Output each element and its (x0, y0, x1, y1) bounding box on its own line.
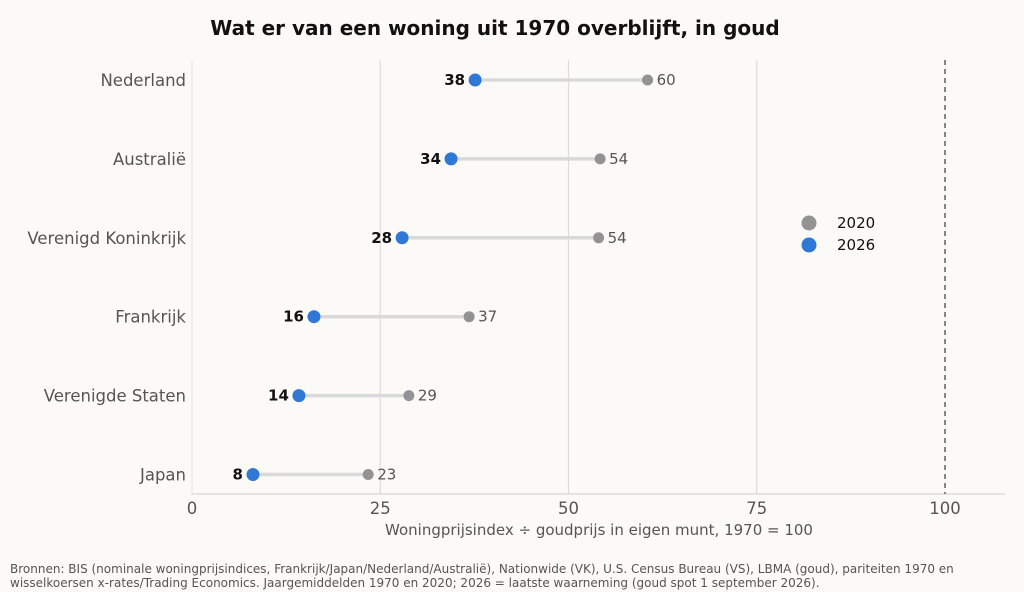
point-2026 (395, 231, 409, 245)
point-2020 (403, 390, 415, 402)
point-2026 (444, 152, 458, 166)
point-2020 (362, 469, 374, 480)
point-2026 (292, 389, 306, 403)
y-tick-label: Frankrijk (115, 308, 186, 327)
chart-title: Wat er van een woning uit 1970 overblijf… (210, 16, 779, 40)
point-2020 (642, 74, 654, 86)
data-label-2026: 16 (283, 308, 304, 326)
data-label-2020: 60 (657, 71, 676, 89)
point-2026 (468, 73, 482, 87)
data-label-2026: 8 (233, 466, 243, 484)
data-label-2020: 54 (608, 229, 627, 247)
data-label-2020: 37 (478, 308, 497, 326)
data-label-2020: 29 (418, 387, 437, 405)
y-tick-label: Verenigde Staten (44, 387, 186, 406)
y-tick-label: Nederland (100, 71, 186, 90)
x-tick-label: 0 (187, 499, 198, 518)
point-2026 (246, 468, 260, 481)
data-label-2026: 34 (420, 150, 441, 168)
legend-label-2020: 2020 (837, 214, 875, 232)
data-label-2020: 23 (377, 466, 396, 484)
data-label-2026: 38 (444, 71, 465, 89)
legend-marker-2026 (801, 237, 817, 253)
x-tick-label: 25 (370, 499, 391, 518)
y-tick-label: Verenigd Koninkrijk (27, 229, 186, 248)
x-axis-label: Woningprijsindex ÷ goudprijs in eigen mu… (385, 521, 813, 539)
legend-label-2026: 2026 (837, 236, 875, 254)
point-2020 (463, 311, 475, 323)
y-tick-label: Australië (113, 150, 186, 169)
x-tick-label: 50 (558, 499, 579, 518)
point-2020 (593, 232, 605, 244)
legend-marker-2020 (801, 215, 817, 231)
point-2026 (307, 310, 321, 324)
dumbbell-chart: Wat er van een woning uit 1970 overblijf… (27, 16, 1005, 539)
y-tick-label: Japan (139, 466, 186, 485)
point-2020 (594, 153, 606, 165)
x-tick-label: 75 (746, 499, 767, 518)
source-note: Bronnen: BIS (nominale woningprijsindice… (10, 562, 954, 590)
x-tick-label: 100 (929, 499, 961, 518)
data-label-2020: 54 (609, 150, 628, 168)
data-label-2026: 14 (268, 387, 289, 405)
data-label-2026: 28 (371, 229, 392, 247)
